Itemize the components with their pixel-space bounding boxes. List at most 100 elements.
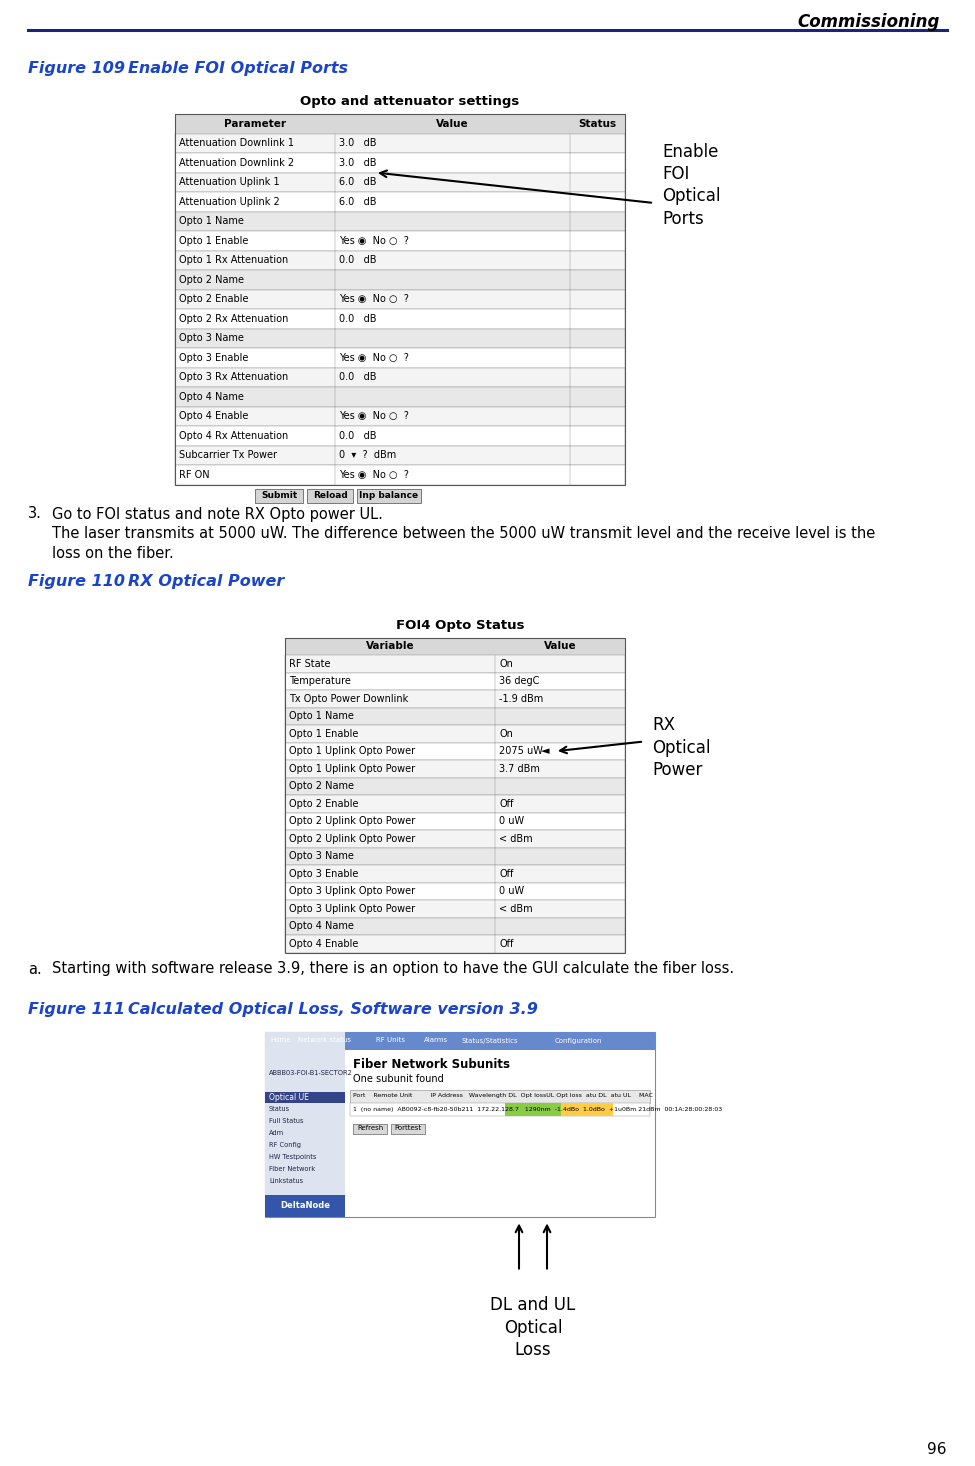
Text: Yes ◉  No ○  ?: Yes ◉ No ○ ? [339,353,409,362]
Bar [265,1032,655,1217]
Bar [285,830,625,847]
Text: 3.0   dB: 3.0 dB [339,138,376,148]
Text: a.: a. [28,962,42,976]
Bar [285,708,625,726]
Text: Attenuation Uplink 1: Attenuation Uplink 1 [179,177,280,188]
Text: Opto 3 Name: Opto 3 Name [289,852,354,861]
Bar [285,690,625,708]
Text: Value: Value [544,641,576,651]
Text: 0 uW: 0 uW [499,887,525,896]
Text: Opto 1 Enable: Opto 1 Enable [179,236,249,246]
Text: One subunit found: One subunit found [353,1075,444,1085]
Text: Opto 1 Enable: Opto 1 Enable [289,729,359,739]
Bar [175,368,625,387]
Text: 3.7 dBm: 3.7 dBm [499,764,540,774]
Bar [285,655,625,673]
Text: Reload: Reload [313,491,347,500]
Text: Opto 2 Enable: Opto 2 Enable [289,799,359,809]
Text: Temperature: Temperature [289,676,351,686]
Text: 96: 96 [927,1443,947,1457]
Text: Opto 1 Name: Opto 1 Name [179,217,244,226]
Bar [265,1032,345,1217]
Text: Enable
FOI
Optical
Ports: Enable FOI Optical Ports [662,144,721,227]
Text: 0.0   dB: 0.0 dB [339,255,376,265]
Text: Opto 4 Enable: Opto 4 Enable [289,938,359,949]
Text: DL and UL
Optical
Loss: DL and UL Optical Loss [490,1296,575,1359]
Text: RX Optical Power: RX Optical Power [128,575,285,589]
Text: Configuration: Configuration [555,1038,603,1044]
Text: 3.: 3. [28,506,42,522]
Bar [285,638,625,953]
Text: Opto 1 Name: Opto 1 Name [289,711,354,721]
Text: 2075 uW: 2075 uW [499,746,543,756]
Text: Inp balance: Inp balance [360,491,418,500]
Bar [285,847,625,865]
Bar [175,289,625,309]
Bar [350,1089,650,1102]
Bar [175,347,625,368]
Bar [285,865,625,883]
Bar [285,918,625,935]
Text: 0.0   dB: 0.0 dB [339,372,376,383]
Text: Yes ◉  No ○  ?: Yes ◉ No ○ ? [339,295,409,305]
Bar [505,1102,533,1116]
Text: Opto 1 Uplink Opto Power: Opto 1 Uplink Opto Power [289,764,415,774]
Text: Opto 3 Rx Attenuation: Opto 3 Rx Attenuation [179,372,289,383]
Text: HW Testpoints: HW Testpoints [269,1154,316,1160]
Text: On: On [499,658,513,668]
Text: Variable: Variable [366,641,414,651]
Text: Opto 1 Rx Attenuation: Opto 1 Rx Attenuation [179,255,289,265]
Text: Figure 110: Figure 110 [28,575,142,589]
Bar [175,309,625,328]
Text: 6.0   dB: 6.0 dB [339,196,376,207]
Text: Attenuation Uplink 2: Attenuation Uplink 2 [179,196,280,207]
Bar [255,488,303,503]
Bar [561,1102,587,1116]
Text: Opto 2 Uplink Opto Power: Opto 2 Uplink Opto Power [289,817,415,827]
Bar [175,427,625,446]
Bar [285,673,625,690]
Text: Status: Status [269,1105,291,1113]
Text: Attenuation Downlink 1: Attenuation Downlink 1 [179,138,294,148]
Text: Full Status: Full Status [269,1119,303,1124]
Text: ABBB03-FOI-B1-SECTOR2: ABBB03-FOI-B1-SECTOR2 [269,1070,353,1076]
Text: 36 degC: 36 degC [499,676,539,686]
Bar [285,795,625,812]
Text: RF Units: RF Units [376,1038,405,1044]
Text: Fiber Network Subunits: Fiber Network Subunits [353,1058,510,1072]
Bar [175,114,625,484]
Text: Status/Statistics: Status/Statistics [462,1038,519,1044]
Bar [533,1102,561,1116]
Text: 0  ▾  ?  dBm: 0 ▾ ? dBm [339,450,396,460]
Bar [285,638,625,655]
Bar [285,812,625,830]
Text: -1.9 dBm: -1.9 dBm [499,693,543,704]
Text: On: On [499,729,513,739]
Text: 1  (no name)  AB0092-c8-fb20-50b211  172.22.128.7   1290nm  -1.4dBo  1.0dBo  +1u: 1 (no name) AB0092-c8-fb20-50b211 172.22… [353,1107,722,1111]
Text: Opto 4 Enable: Opto 4 Enable [179,412,249,421]
Text: Opto 2 Name: Opto 2 Name [179,274,244,284]
Text: RF ON: RF ON [179,469,210,479]
Text: Opto 4 Name: Opto 4 Name [179,391,244,402]
Text: Commissioning: Commissioning [798,13,940,31]
Text: Network status: Network status [298,1038,351,1044]
Text: Alarms: Alarms [424,1038,448,1044]
Bar [285,883,625,900]
Bar [175,173,625,192]
Text: Opto 2 Uplink Opto Power: Opto 2 Uplink Opto Power [289,834,415,844]
Text: FOI4 Opto Status: FOI4 Opto Status [396,619,525,632]
Text: 0.0   dB: 0.0 dB [339,431,376,441]
Text: Yes ◉  No ○  ?: Yes ◉ No ○ ? [339,412,409,421]
Text: Tx Opto Power Downlink: Tx Opto Power Downlink [289,693,409,704]
Text: Off: Off [499,938,514,949]
Text: The laser transmits at 5000 uW. The difference between the 5000 uW transmit leve: The laser transmits at 5000 uW. The diff… [52,526,876,541]
Text: Fiber Network: Fiber Network [269,1165,315,1171]
Bar [391,1123,425,1133]
Text: Status: Status [578,119,616,129]
Text: Starting with software release 3.9, there is an option to have the GUI calculate: Starting with software release 3.9, ther… [52,962,734,976]
Text: Parameter: Parameter [224,119,286,129]
Text: Opto 3 Enable: Opto 3 Enable [179,353,249,362]
Bar [265,1092,345,1102]
Text: Figure 111: Figure 111 [28,1001,142,1017]
Text: Opto 3 Uplink Opto Power: Opto 3 Uplink Opto Power [289,887,415,896]
